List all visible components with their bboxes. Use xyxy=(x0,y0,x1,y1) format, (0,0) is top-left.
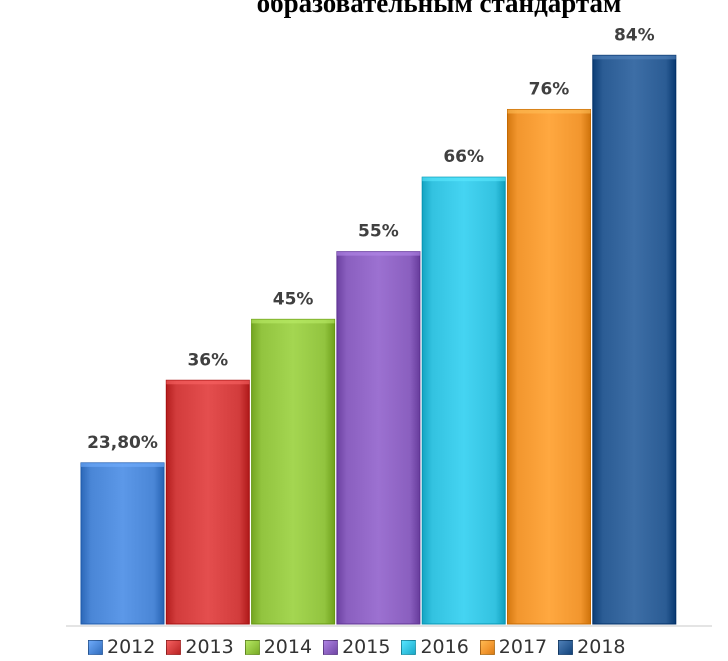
bar-top-highlight-2014 xyxy=(251,319,335,324)
data-label-2016: 66% xyxy=(443,147,484,167)
chart-title: образовательным стандартам xyxy=(256,0,622,18)
data-label-2018: 84% xyxy=(614,25,655,45)
legend-item-2015: 2015 xyxy=(323,636,390,658)
legend-swatch-2012 xyxy=(88,639,103,655)
bar-top-highlight-2017 xyxy=(507,109,591,114)
legend-label-2018: 2018 xyxy=(577,636,626,658)
legend-swatch-2016 xyxy=(401,639,417,655)
bar-top-highlight-2015 xyxy=(336,251,420,256)
data-label-2017: 76% xyxy=(529,79,570,99)
legend-item-2012: 2012 xyxy=(88,636,155,658)
bar-2014 xyxy=(251,318,336,625)
bar-2012 xyxy=(80,462,165,625)
data-label-2013: 36% xyxy=(187,350,228,370)
legend-item-2013: 2013 xyxy=(166,636,234,658)
bar-top-highlight-2013 xyxy=(166,380,250,385)
legend-item-2016: 2016 xyxy=(401,636,469,658)
bar-2018 xyxy=(592,54,677,625)
bar-2016 xyxy=(421,176,506,625)
bar-2015 xyxy=(336,251,421,625)
legend-swatch-2018 xyxy=(558,639,574,655)
legend-swatch-2013 xyxy=(166,639,182,655)
legend-label-2012: 2012 xyxy=(107,636,156,658)
legend-item-2017: 2017 xyxy=(479,636,548,658)
legend-label-2013: 2013 xyxy=(185,636,234,658)
data-label-2012: 23,80% xyxy=(87,433,158,453)
legend-swatch-2014 xyxy=(244,639,260,655)
bar-2017 xyxy=(507,108,591,625)
data-label-2015: 55% xyxy=(358,222,399,242)
legend-label-2014: 2014 xyxy=(263,636,313,658)
legend-label-2017: 2017 xyxy=(498,636,548,658)
legend-label-2015: 2015 xyxy=(342,636,391,658)
legend-item-2014: 2014 xyxy=(244,636,313,658)
bar-2013 xyxy=(165,379,250,625)
bar-top-highlight-2016 xyxy=(422,177,506,182)
chart-legend: 2012 2013 2014 2015 2016 2017 2018 xyxy=(88,636,626,658)
bar-top-highlight-2012 xyxy=(81,462,164,467)
legend-swatch-2015 xyxy=(323,639,339,655)
legend-label-2016: 2016 xyxy=(420,636,469,658)
legend-item-2018: 2018 xyxy=(558,636,626,658)
bar-top-highlight-2018 xyxy=(592,55,676,60)
data-label-2014: 45% xyxy=(273,289,314,309)
legend-swatch-2017 xyxy=(479,639,495,655)
